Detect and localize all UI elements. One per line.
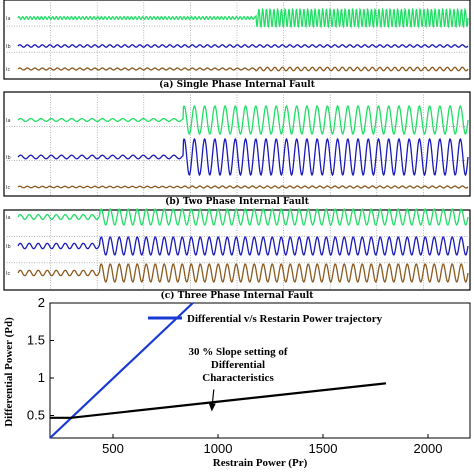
waveform-trace <box>17 137 469 177</box>
waveform-trace <box>17 104 469 136</box>
trace-label: Ia <box>6 16 11 22</box>
x-tick-labels: 500 1000 1500 2000 <box>102 434 442 456</box>
annotation-line-2: Differential <box>211 359 265 371</box>
caption-a: (a) Single Phase Internal Fault <box>159 79 316 90</box>
waveform-trace <box>17 263 469 283</box>
panel-three-phase: Ia Ib Ic <box>3 208 471 291</box>
trace-label: Ic <box>6 271 10 277</box>
waveform-trace <box>17 66 469 72</box>
panel-single-phase: Ia Ib Ic <box>3 0 471 80</box>
y-tick-label: 1.5 <box>27 333 45 348</box>
waveform-trace <box>17 185 469 189</box>
y-tick-label: 1 <box>38 370 45 385</box>
annotation-line-1: 30 % Slope setting of <box>189 346 288 358</box>
trace-label: Ib <box>6 44 11 50</box>
waveform-trace <box>17 44 469 48</box>
trace-label: Ib <box>6 155 11 161</box>
panel-two-phase: Ia Ib Ic <box>3 91 471 197</box>
x-tick-label: 1500 <box>309 441 338 456</box>
trace-label: Ic <box>6 185 10 191</box>
annotation-arrowhead <box>208 403 216 412</box>
plot-frame <box>49 302 471 439</box>
panel-frame <box>3 0 471 80</box>
caption-c: (c) Three Phase Internal Fault <box>161 290 315 301</box>
panel-differential-characteristic: 0.5 1 1.5 2 500 1000 1500 2000 Restrain Power … <box>3 295 471 469</box>
waveform-trace <box>17 236 469 256</box>
waveform-trace <box>17 208 469 226</box>
y-axis-label: Differential Power (Pd) <box>3 317 15 427</box>
trajectory-line <box>49 302 194 439</box>
x-tick-label: 500 <box>102 441 124 456</box>
waveform-trace <box>17 7 469 29</box>
y-tick-label: 2 <box>38 295 45 310</box>
y-tick-labels: 0.5 1 1.5 2 <box>27 295 54 423</box>
trace-label: Ib <box>6 244 11 250</box>
x-tick-label: 1000 <box>204 441 233 456</box>
x-tick-label: 2000 <box>414 441 443 456</box>
trace-label: Ia <box>6 118 11 124</box>
annotation-line-3: Characteristics <box>202 372 274 384</box>
legend-label: Differential v/s Restarin Power trajecto… <box>187 313 383 325</box>
trace-label: Ia <box>6 215 11 221</box>
y-tick-label: 0.5 <box>27 408 45 423</box>
x-axis-label: Restrain Power (Pr) <box>213 457 308 469</box>
trace-label: Ic <box>6 67 10 73</box>
slope-characteristic-line <box>50 382 387 419</box>
series-lines <box>49 302 387 439</box>
caption-b: (b) Two Phase Internal Fault <box>165 196 310 207</box>
